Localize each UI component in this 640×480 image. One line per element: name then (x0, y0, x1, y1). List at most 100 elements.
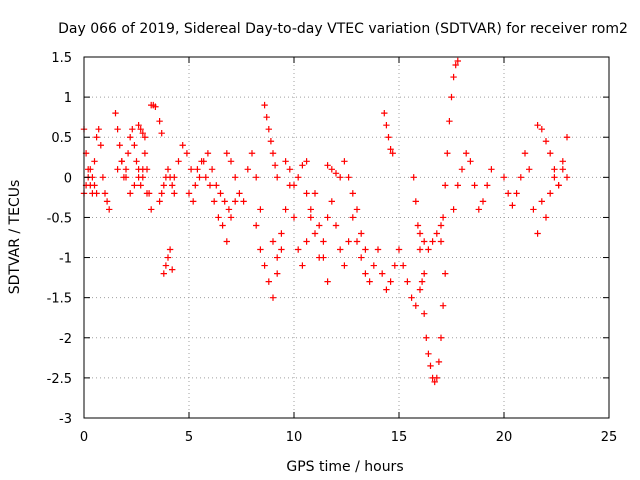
data-point (206, 182, 214, 189)
data-point (328, 166, 335, 173)
y-tick-label: -0.5 (47, 211, 72, 226)
data-point (439, 214, 447, 221)
data-point (295, 174, 302, 181)
data-point (169, 266, 176, 273)
data-point (93, 190, 100, 197)
data-point (450, 206, 457, 213)
data-point (183, 150, 191, 157)
data-point (143, 166, 151, 173)
data-point (353, 206, 361, 213)
data-point (133, 158, 140, 165)
data-point (221, 198, 228, 205)
data-point (112, 109, 119, 117)
data-point (423, 334, 430, 341)
data-point (324, 278, 331, 285)
data-point (542, 138, 550, 145)
data-point (500, 174, 508, 181)
data-point (444, 150, 451, 157)
data-point (435, 358, 443, 366)
data-point (101, 190, 109, 197)
data-point (370, 262, 377, 269)
data-point (530, 206, 537, 213)
data-point (316, 222, 323, 229)
data-point (135, 166, 142, 173)
data-point (559, 158, 566, 165)
data-point (124, 150, 132, 157)
data-point (156, 198, 163, 205)
data-point (89, 174, 96, 181)
data-point (286, 166, 293, 173)
y-axis-label: SDTVAR / TECUs (7, 180, 23, 295)
data-point (265, 278, 272, 285)
data-point (534, 230, 541, 237)
data-point (542, 214, 550, 221)
data-point (282, 206, 289, 213)
data-point (509, 202, 516, 209)
data-point (454, 57, 461, 65)
data-point (261, 101, 268, 109)
data-point (458, 166, 466, 173)
data-point (194, 166, 201, 173)
data-point (563, 174, 571, 181)
data-point (131, 142, 138, 149)
data-point (171, 190, 178, 197)
data-point (414, 222, 422, 229)
data-point (103, 198, 111, 205)
y-tick-label: 0.5 (51, 131, 72, 146)
data-point (274, 254, 281, 261)
data-point (257, 206, 264, 213)
data-point (374, 246, 382, 253)
data-point (240, 198, 247, 205)
data-point (446, 117, 453, 125)
data-point (227, 158, 235, 165)
data-point (114, 126, 121, 133)
data-point (232, 174, 239, 181)
data-point (213, 182, 220, 189)
data-point (555, 182, 562, 189)
data-point (166, 246, 174, 253)
data-point (484, 182, 491, 189)
data-point (278, 230, 285, 237)
data-point (223, 238, 230, 245)
data-point (93, 134, 100, 141)
data-point (158, 190, 165, 197)
data-point (196, 174, 203, 181)
data-point (164, 254, 172, 261)
data-point (87, 166, 94, 173)
data-point (410, 174, 417, 181)
y-tick-label: 1 (64, 91, 72, 106)
data-point (278, 246, 285, 253)
data-point (122, 174, 130, 181)
data-point (95, 126, 102, 133)
data-point (127, 134, 134, 141)
data-point (538, 126, 545, 133)
data-point (139, 130, 146, 137)
x-tick-label: 15 (391, 430, 408, 445)
data-point (269, 150, 277, 157)
data-point (175, 158, 182, 165)
data-point (137, 182, 144, 189)
x-tick-label: 10 (286, 430, 303, 445)
data-point (274, 270, 281, 277)
data-point (387, 278, 394, 285)
data-point (442, 270, 449, 277)
data-point (425, 350, 432, 358)
data-point (383, 286, 390, 293)
data-point (547, 190, 554, 197)
data-point (479, 198, 487, 205)
data-point (454, 182, 461, 189)
data-point (215, 214, 222, 221)
y-tick-label: -2.5 (47, 372, 72, 387)
data-point (437, 238, 445, 245)
plot-frame (83, 56, 610, 419)
data-point (169, 182, 176, 189)
x-tick-label: 5 (185, 430, 193, 445)
data-point (232, 198, 239, 205)
data-point (349, 214, 356, 221)
y-tick-label: -1 (59, 252, 72, 267)
data-point (179, 142, 186, 149)
data-point (362, 246, 369, 253)
data-point (385, 134, 392, 141)
data-point (433, 374, 440, 382)
data-point (366, 278, 373, 285)
